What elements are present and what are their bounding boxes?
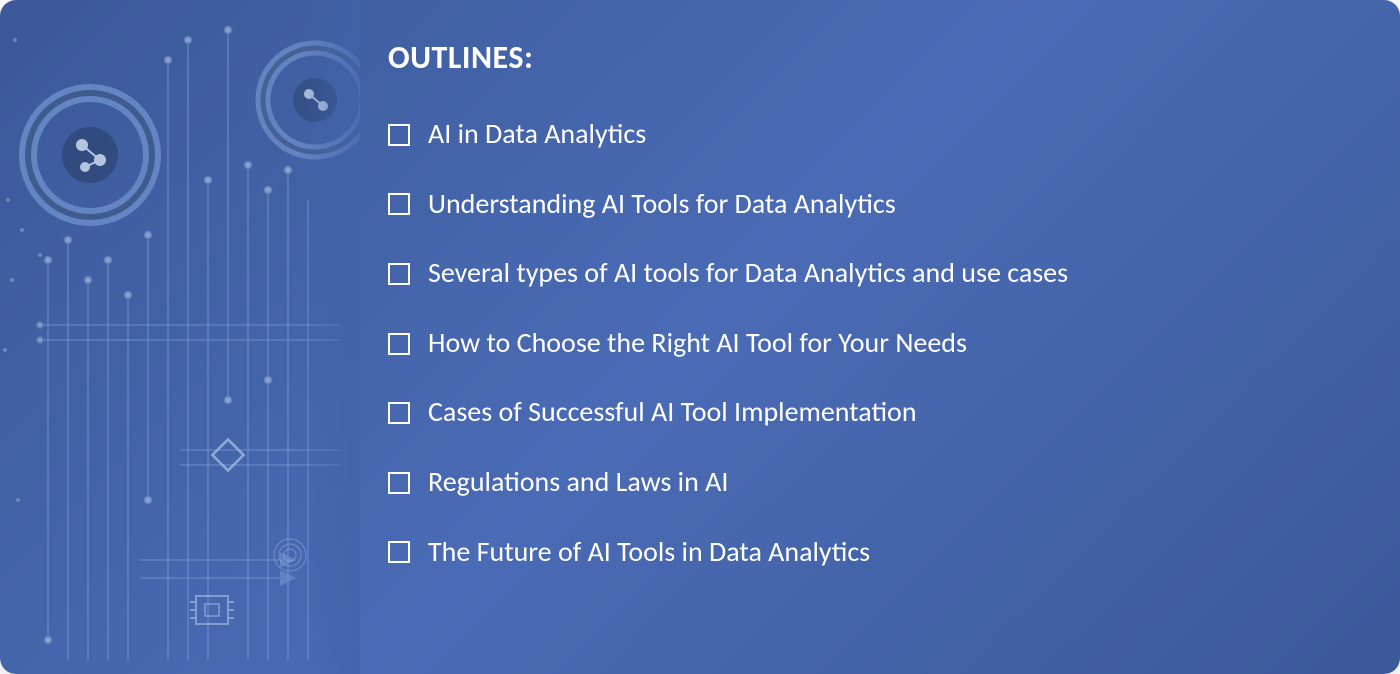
outline-item-text: AI in Data Analytics [428, 117, 646, 151]
slide-title: OUTLINES: [388, 38, 1360, 77]
square-bullet-icon [388, 472, 410, 494]
content-panel: OUTLINES: AI in Data Analytics Understan… [360, 0, 1400, 674]
outline-item: The Future of AI Tools in Data Analytics [388, 535, 1360, 569]
outline-item-text: How to Choose the Right AI Tool for Your… [428, 326, 967, 360]
outline-item-text: Cases of Successful AI Tool Implementati… [428, 395, 917, 429]
outline-list: AI in Data Analytics Understanding AI To… [388, 117, 1360, 568]
outline-item: Several types of AI tools for Data Analy… [388, 256, 1360, 290]
square-bullet-icon [388, 402, 410, 424]
square-bullet-icon [388, 263, 410, 285]
slide-container: OUTLINES: AI in Data Analytics Understan… [0, 0, 1400, 674]
outline-item: AI in Data Analytics [388, 117, 1360, 151]
outline-item-text: Understanding AI Tools for Data Analytic… [428, 187, 896, 221]
square-bullet-icon [388, 124, 410, 146]
outline-item-text: The Future of AI Tools in Data Analytics [428, 535, 870, 569]
decorative-graphic-panel [0, 0, 360, 674]
outline-item: Cases of Successful AI Tool Implementati… [388, 395, 1360, 429]
outline-item-text: Several types of AI tools for Data Analy… [428, 256, 1068, 290]
outline-item: How to Choose the Right AI Tool for Your… [388, 326, 1360, 360]
square-bullet-icon [388, 541, 410, 563]
square-bullet-icon [388, 193, 410, 215]
outline-item-text: Regulations and Laws in AI [428, 465, 728, 499]
square-bullet-icon [388, 333, 410, 355]
outline-item: Understanding AI Tools for Data Analytic… [388, 187, 1360, 221]
outline-item: Regulations and Laws in AI [388, 465, 1360, 499]
circuit-pattern-icon [0, 0, 360, 674]
